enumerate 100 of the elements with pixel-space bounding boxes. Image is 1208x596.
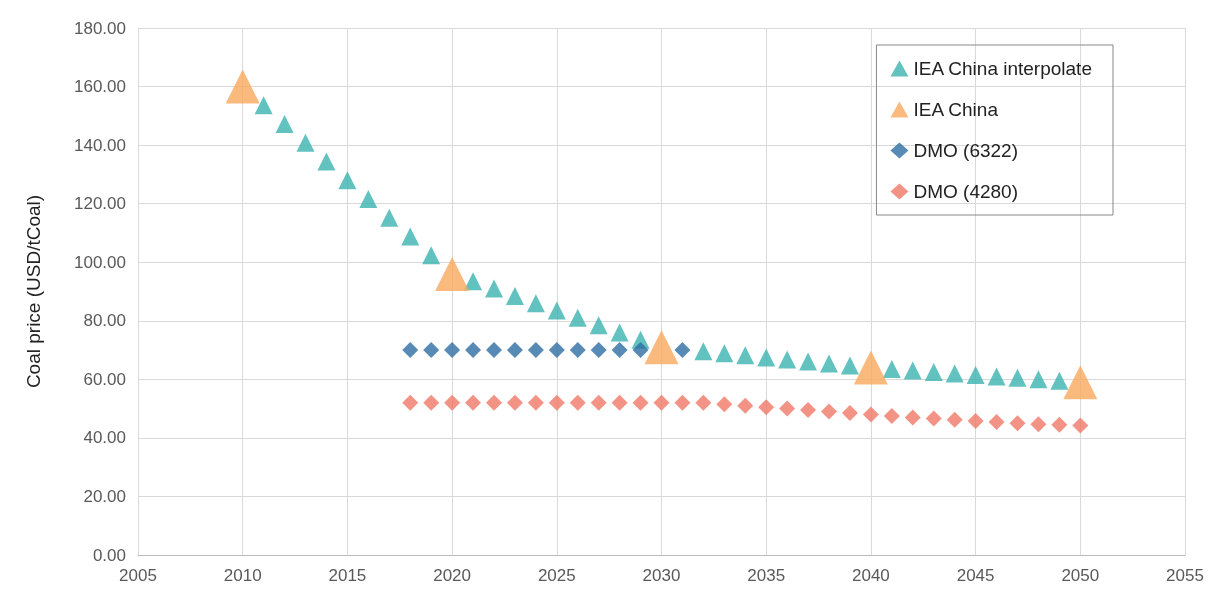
y-axis-title: Coal price (USD/tCoal) bbox=[23, 194, 44, 389]
point bbox=[423, 342, 440, 359]
point bbox=[1072, 417, 1089, 434]
point bbox=[988, 414, 1005, 431]
point bbox=[611, 394, 628, 411]
point bbox=[402, 394, 419, 411]
point bbox=[644, 330, 679, 365]
y-tick-label: 80.00 bbox=[83, 311, 126, 331]
point bbox=[611, 342, 628, 359]
point bbox=[757, 348, 776, 367]
point bbox=[1030, 416, 1047, 433]
y-tick-label: 100.00 bbox=[74, 252, 126, 272]
point bbox=[317, 152, 336, 171]
point bbox=[569, 342, 586, 359]
x-tick-label: 2005 bbox=[119, 566, 157, 585]
point bbox=[820, 354, 839, 373]
point bbox=[484, 279, 503, 298]
point bbox=[589, 316, 608, 335]
point bbox=[464, 272, 483, 291]
point bbox=[924, 363, 943, 382]
point bbox=[359, 189, 378, 208]
point bbox=[568, 308, 587, 327]
point bbox=[485, 342, 502, 359]
point bbox=[548, 342, 565, 359]
point bbox=[695, 394, 712, 411]
point bbox=[841, 405, 858, 421]
legend-label: DMO (6322) bbox=[913, 140, 1018, 161]
point bbox=[380, 208, 399, 227]
point bbox=[653, 394, 670, 411]
legend-label: DMO (4280) bbox=[913, 181, 1018, 202]
point bbox=[903, 361, 922, 380]
legend-label: IEA China bbox=[913, 99, 999, 120]
point bbox=[882, 360, 901, 379]
point bbox=[778, 350, 797, 369]
point bbox=[527, 342, 544, 359]
point bbox=[590, 342, 607, 359]
point bbox=[1009, 415, 1026, 432]
x-tick-label: 2025 bbox=[537, 566, 576, 585]
point bbox=[402, 342, 419, 359]
point bbox=[505, 286, 524, 305]
point bbox=[254, 96, 273, 115]
point bbox=[423, 394, 440, 411]
point bbox=[569, 394, 586, 411]
x-tick-label: 2030 bbox=[642, 566, 681, 585]
point bbox=[632, 342, 649, 359]
point bbox=[610, 323, 629, 342]
point bbox=[945, 364, 964, 383]
x-tick-label: 2015 bbox=[328, 566, 367, 585]
point bbox=[779, 400, 796, 417]
point bbox=[296, 133, 315, 152]
point bbox=[674, 342, 691, 359]
point bbox=[444, 342, 461, 359]
point bbox=[736, 346, 755, 365]
point bbox=[632, 394, 649, 411]
point bbox=[444, 394, 461, 411]
legend-label: IEA China interpolate bbox=[913, 58, 1092, 79]
point bbox=[547, 301, 566, 320]
y-tick-label: 20.00 bbox=[83, 486, 126, 506]
point bbox=[465, 394, 482, 411]
point bbox=[275, 115, 294, 134]
point bbox=[840, 356, 859, 375]
point bbox=[966, 365, 985, 384]
point bbox=[435, 256, 470, 291]
point bbox=[1008, 368, 1027, 387]
point bbox=[506, 342, 523, 359]
point bbox=[800, 402, 817, 419]
point bbox=[1029, 370, 1048, 389]
point bbox=[883, 407, 900, 424]
y-tick-label: 180.00 bbox=[74, 18, 126, 38]
x-tick-label: 2055 bbox=[1166, 566, 1204, 585]
point bbox=[758, 399, 775, 416]
point bbox=[799, 352, 818, 371]
y-tick-label: 140.00 bbox=[74, 135, 126, 155]
point bbox=[946, 411, 963, 428]
point bbox=[821, 403, 838, 420]
point bbox=[716, 396, 733, 413]
x-tick-label: 2050 bbox=[1061, 566, 1100, 585]
point bbox=[987, 367, 1006, 386]
y-tick-label: 160.00 bbox=[74, 77, 126, 97]
y-tick-label: 40.00 bbox=[83, 428, 126, 448]
point bbox=[925, 410, 942, 427]
point bbox=[853, 350, 888, 385]
x-tick-label: 2035 bbox=[747, 566, 786, 585]
point bbox=[401, 227, 420, 246]
point bbox=[338, 171, 357, 190]
point bbox=[1050, 371, 1069, 390]
point bbox=[590, 394, 607, 411]
y-tick-label: 120.00 bbox=[74, 194, 126, 214]
y-tick-label: 0.00 bbox=[92, 545, 126, 565]
point bbox=[737, 397, 754, 414]
point bbox=[1051, 416, 1068, 433]
x-tick-label: 2010 bbox=[223, 566, 262, 585]
point bbox=[694, 342, 713, 361]
point bbox=[527, 394, 544, 411]
x-tick-label: 2020 bbox=[433, 566, 472, 585]
point bbox=[506, 394, 523, 411]
point bbox=[422, 246, 441, 265]
point bbox=[485, 394, 502, 411]
point bbox=[548, 394, 565, 411]
point bbox=[715, 344, 734, 363]
